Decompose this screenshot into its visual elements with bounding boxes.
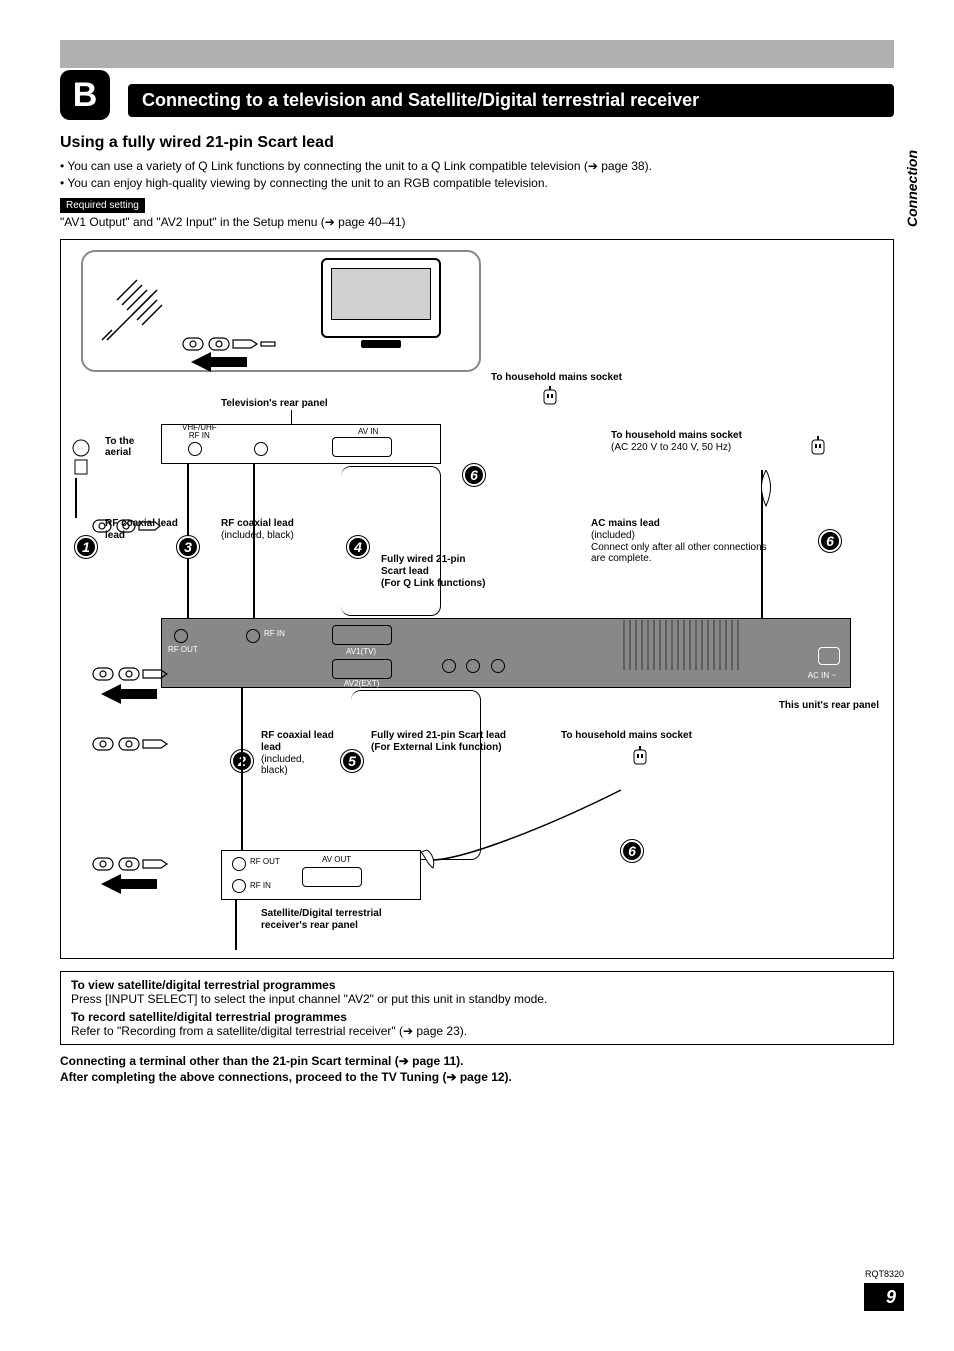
footer-notes: Connecting a terminal other than the 21-… [60, 1053, 894, 1087]
section-badge: B [60, 70, 110, 120]
to-aerial-label: To the aerial [105, 436, 155, 458]
connection-diagram: Television's rear panel To household mai… [60, 239, 894, 959]
unit-acin-port [818, 647, 840, 665]
setup-note: "AV1 Output" and "AV2 Input" in the Setu… [60, 215, 894, 229]
cable-v-aerial [75, 478, 77, 518]
step-6b: 6 [819, 530, 841, 552]
plug-icon-right [809, 436, 827, 460]
rf-coax-label-3a: RF coaxial lead [261, 730, 334, 741]
mains-top-label: To household mains socket [491, 372, 622, 383]
tv-icon [311, 258, 451, 358]
footer-line-2: After completing the above connections, … [60, 1069, 894, 1086]
top-gray-bar [60, 40, 894, 68]
tv-coax2 [254, 442, 268, 456]
unit-rear-label: This unit's rear panel [779, 700, 879, 711]
cable-v4 [235, 900, 237, 950]
unit-av2 [332, 659, 392, 679]
antenna-icon [97, 270, 177, 350]
unit-rfout [174, 629, 188, 643]
unit-av1 [332, 625, 392, 645]
page-number: 9 [864, 1283, 904, 1311]
unit-rear-panel: RF OUT RF IN AV1(TV) AV2(EXT) AC IN ~ [161, 618, 851, 688]
tv-rear-label: Television's rear panel [221, 398, 328, 409]
vent-lines [623, 620, 743, 670]
plug-icon-top [541, 386, 559, 410]
view-text: Press [INPUT SELECT] to select the input… [71, 992, 883, 1006]
receiver-label-1: Satellite/Digital terrestrial [261, 908, 382, 919]
arrow-1 [191, 352, 211, 372]
vhf-label: VHF/UHFRF IN [182, 424, 217, 440]
section-header: B Connecting to a television and Satelli… [60, 76, 894, 120]
footer-line-1: Connecting a terminal other than the 21-… [60, 1053, 894, 1070]
doc-code: RQT8320 [865, 1269, 904, 1279]
included-black-1: (included, black) [221, 530, 294, 541]
scart-cable-4 [341, 466, 441, 616]
step-1: 1 [75, 536, 97, 558]
tv-rfin-port [188, 442, 202, 456]
cable-v3 [241, 688, 243, 850]
cable-glyph-2 [91, 514, 181, 538]
arrow-2 [101, 684, 121, 704]
tv-label-line [291, 410, 292, 424]
cable-v2 [253, 464, 255, 618]
cable-glyph-4 [91, 730, 191, 758]
receiver-rear-panel: RF OUT RF IN AV OUT [221, 850, 421, 900]
mains-voltage: (AC 220 V to 240 V, 50 Hz) [611, 442, 731, 453]
avin-label: AV IN [358, 427, 378, 436]
ac-mains-label: AC mains lead [591, 518, 660, 529]
bullet-2: • You can enjoy high-quality viewing by … [60, 175, 894, 192]
record-title: To record satellite/digital terrestrial … [71, 1010, 883, 1024]
unit-rfin [246, 629, 260, 643]
view-title: To view satellite/digital terrestrial pr… [71, 978, 883, 992]
section-b: B Connecting to a television and Satelli… [60, 76, 894, 1086]
arrow-3 [101, 874, 121, 894]
ac-note: Connect only after all other connections… [591, 542, 771, 564]
required-setting-badge: Required setting [60, 198, 145, 213]
side-section-label: Connection [904, 150, 920, 227]
bullet-1: • You can use a variety of Q Link functi… [60, 158, 894, 175]
recv-rfin [232, 879, 246, 893]
tv-rear-panel: VHF/UHFRF IN AV IN [161, 424, 441, 464]
subheading: Using a fully wired 21-pin Scart lead [60, 134, 894, 152]
record-text: Refer to "Recording from a satellite/dig… [71, 1024, 883, 1038]
rf-coax-label-2: RF coaxial lead [221, 518, 294, 529]
step-6a: 6 [463, 464, 485, 486]
section-title: Connecting to a television and Satellite… [128, 84, 894, 117]
ac-in-label: AC IN ~ [808, 671, 836, 680]
plug-icon-bottom [631, 746, 649, 770]
recv-scart [302, 867, 362, 887]
included-black-2: (included, black) [261, 754, 321, 776]
ac-included: (included) [591, 530, 635, 541]
info-box: To view satellite/digital terrestrial pr… [60, 971, 894, 1045]
wall-socket-left [67, 438, 95, 478]
ac-plug-head [751, 470, 781, 510]
receiver-label-2: receiver's rear panel [261, 920, 358, 931]
intro-bullets: • You can use a variety of Q Link functi… [60, 158, 894, 192]
step-3: 3 [177, 536, 199, 558]
tv-scart [332, 437, 392, 457]
recv-rfout [232, 857, 246, 871]
ac-cable-bottom [421, 780, 641, 870]
mains-bottom-label: To household mains socket [561, 730, 692, 741]
mains-right-label: To household mains socket [611, 430, 742, 441]
